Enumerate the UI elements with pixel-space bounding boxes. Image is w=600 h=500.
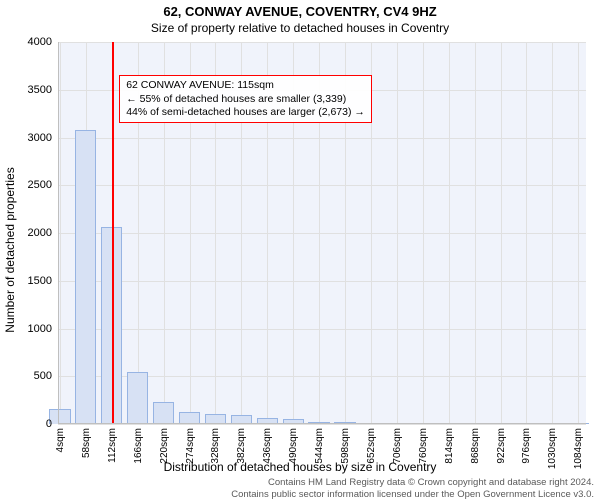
attribution-line1: Contains HM Land Registry data © Crown c…	[268, 477, 594, 488]
gridline-vertical	[60, 42, 61, 424]
gridline-horizontal	[58, 424, 586, 425]
gridline-vertical	[397, 42, 398, 424]
x-tick-label: 652sqm	[366, 428, 377, 464]
x-tick-label: 382sqm	[236, 428, 247, 464]
x-tick-label: 436sqm	[262, 428, 273, 464]
y-tick-label: 500	[34, 370, 52, 382]
y-tick-label: 1000	[28, 323, 52, 335]
x-axis-line	[58, 423, 586, 424]
histogram-bar	[49, 409, 70, 424]
y-tick-label: 0	[46, 418, 52, 430]
y-axis-line	[58, 42, 59, 424]
gridline-vertical	[552, 42, 553, 424]
y-tick-label: 3500	[28, 84, 52, 96]
gridline-vertical	[423, 42, 424, 424]
x-tick-label: 328sqm	[210, 428, 221, 464]
x-tick-label: 220sqm	[159, 428, 170, 464]
x-tick-label: 598sqm	[340, 428, 351, 464]
page-title: 62, CONWAY AVENUE, COVENTRY, CV4 9HZ	[0, 4, 600, 19]
gridline-vertical	[501, 42, 502, 424]
annotation-line2: ← 55% of detached houses are smaller (3,…	[126, 93, 365, 106]
x-tick-label: 760sqm	[418, 428, 429, 464]
x-tick-label: 274sqm	[185, 428, 196, 464]
y-tick-label: 1500	[28, 275, 52, 287]
chart-plot-area: 62 CONWAY AVENUE: 115sqm ← 55% of detach…	[58, 42, 586, 424]
annotation-line1: 62 CONWAY AVENUE: 115sqm	[126, 79, 365, 92]
histogram-bar	[75, 130, 96, 424]
gridline-vertical	[449, 42, 450, 424]
y-tick-label: 3000	[28, 132, 52, 144]
x-tick-label: 544sqm	[314, 428, 325, 464]
y-axis-label: Number of detached properties	[3, 167, 17, 332]
x-tick-label: 490sqm	[288, 428, 299, 464]
x-axis-label: Distribution of detached houses by size …	[0, 460, 600, 474]
annotation-box: 62 CONWAY AVENUE: 115sqm ← 55% of detach…	[119, 75, 372, 122]
gridline-vertical	[578, 42, 579, 424]
histogram-bar	[127, 372, 148, 424]
attribution-line2: Contains public sector information licen…	[231, 489, 594, 500]
x-tick-label: 814sqm	[444, 428, 455, 464]
x-tick-label: 4sqm	[55, 428, 66, 452]
x-tick-label: 112sqm	[107, 428, 118, 463]
x-tick-label: 922sqm	[496, 428, 507, 464]
histogram-bar	[153, 402, 174, 424]
gridline-vertical	[475, 42, 476, 424]
y-tick-label: 4000	[28, 36, 52, 48]
x-tick-label: 58sqm	[81, 428, 92, 458]
gridline-vertical	[526, 42, 527, 424]
reference-line	[112, 42, 114, 424]
x-tick-label: 166sqm	[133, 428, 144, 464]
x-tick-label: 706sqm	[392, 428, 403, 464]
y-tick-label: 2500	[28, 179, 52, 191]
x-tick-label: 868sqm	[470, 428, 481, 464]
annotation-line3: 44% of semi-detached houses are larger (…	[126, 106, 365, 119]
y-tick-label: 2000	[28, 227, 52, 239]
page-subtitle: Size of property relative to detached ho…	[0, 21, 600, 35]
x-tick-label: 976sqm	[521, 428, 532, 464]
